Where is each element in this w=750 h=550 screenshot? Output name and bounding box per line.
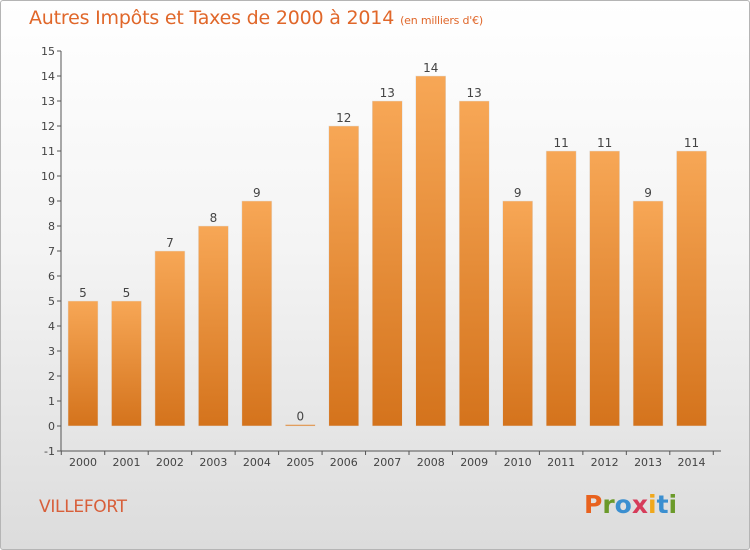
y-tick-label: 1 <box>48 395 55 408</box>
x-tick-label: 2002 <box>156 456 184 469</box>
bar <box>458 100 490 427</box>
x-tick-label: 2007 <box>373 456 401 469</box>
x-tick-label: 2001 <box>112 456 140 469</box>
x-tick-label: 2003 <box>199 456 227 469</box>
bar <box>198 225 229 427</box>
y-tick-label: 5 <box>48 295 55 308</box>
data-label: 9 <box>253 186 261 200</box>
y-tick-label: 3 <box>48 345 55 358</box>
bar <box>545 150 577 427</box>
bar <box>632 200 664 427</box>
y-tick-label: 7 <box>48 245 55 258</box>
bar <box>154 250 186 427</box>
data-label: 0 <box>297 410 305 424</box>
commune-name: VILLEFORT <box>39 497 127 517</box>
data-label: 11 <box>597 136 612 150</box>
y-tick-label: 4 <box>48 320 55 333</box>
data-label: 12 <box>336 111 351 125</box>
logo-letter: P <box>584 490 603 519</box>
data-label: 11 <box>553 136 568 150</box>
bar <box>676 150 707 427</box>
x-tick-label: 2013 <box>634 456 662 469</box>
bar <box>589 150 620 427</box>
x-tick-label: 2012 <box>591 456 619 469</box>
x-tick-label: 2008 <box>417 456 445 469</box>
y-tick-label: 8 <box>48 220 55 233</box>
y-tick-label: 0 <box>48 420 55 433</box>
bar <box>241 200 273 427</box>
bar <box>285 424 316 427</box>
bar <box>415 75 446 427</box>
chart-title-text: Autres Impôts et Taxes de 2000 à 2014 <box>29 7 395 29</box>
logo-letter: o <box>614 490 632 519</box>
data-label: 11 <box>684 136 699 150</box>
y-tick-label: 9 <box>48 195 55 208</box>
y-tick-label: -1 <box>44 445 55 458</box>
x-tick-label: 2005 <box>286 456 314 469</box>
data-label: 5 <box>123 286 131 300</box>
x-tick-label: 2009 <box>460 456 488 469</box>
bar <box>111 300 142 427</box>
chart-subtitle: (en milliers d'€) <box>400 14 483 27</box>
y-tick-label: 14 <box>41 70 55 83</box>
data-label: 13 <box>380 86 395 100</box>
x-tick-label: 2004 <box>243 456 271 469</box>
y-tick-label: 13 <box>41 95 55 108</box>
logo-letter: r <box>602 490 615 519</box>
logo-letter: x <box>631 490 648 519</box>
bar <box>328 125 360 427</box>
x-tick-label: 2006 <box>330 456 358 469</box>
data-label: 9 <box>514 186 522 200</box>
y-tick-label: 15 <box>41 45 55 58</box>
logo-letter: i <box>668 490 678 519</box>
data-label: 13 <box>467 86 482 100</box>
y-tick-label: 6 <box>48 270 55 283</box>
x-tick-label: 2010 <box>504 456 532 469</box>
bar <box>67 300 99 427</box>
bar <box>502 200 533 427</box>
data-label: 8 <box>210 211 218 225</box>
bar <box>372 100 403 427</box>
logo-letter: i <box>648 490 657 519</box>
data-label: 5 <box>79 286 87 300</box>
data-label: 14 <box>423 61 438 75</box>
y-tick-label: 10 <box>41 170 55 183</box>
y-tick-label: 2 <box>48 370 55 383</box>
y-tick-label: 11 <box>41 145 55 158</box>
chart-title: Autres Impôts et Taxes de 2000 à 2014 (en… <box>29 7 483 29</box>
data-label: 7 <box>166 236 174 250</box>
x-tick-label: 2014 <box>678 456 706 469</box>
proxiti-logo[interactable]: Proxiti <box>584 490 677 519</box>
x-tick-label: 2000 <box>69 456 97 469</box>
x-tick-label: 2011 <box>547 456 575 469</box>
data-label: 9 <box>644 186 652 200</box>
logo-letter: t <box>656 490 669 519</box>
y-tick-label: 12 <box>41 120 55 133</box>
